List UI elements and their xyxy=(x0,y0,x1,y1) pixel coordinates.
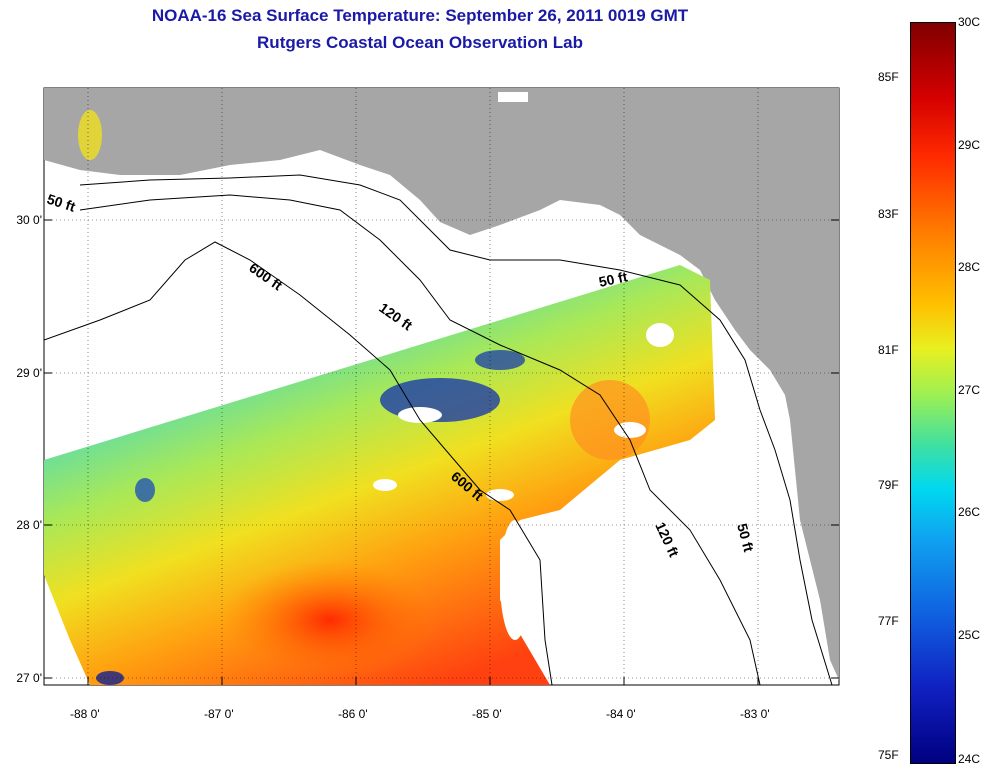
colorbar-c-label: 28C xyxy=(958,260,981,274)
cloud-mask xyxy=(373,479,397,491)
lon-label: -84 0' xyxy=(606,707,636,721)
lat-label: 30 0' xyxy=(16,213,42,227)
contour-50 xyxy=(79,174,833,685)
sst-swath xyxy=(44,265,715,685)
colorbar-c-label: 29C xyxy=(958,138,981,152)
lon-label: -86 0' xyxy=(338,707,368,721)
colorbar-f-label: 79F xyxy=(878,478,899,492)
lat-label: 27 0' xyxy=(16,671,42,685)
lat-label: 29 0' xyxy=(16,366,42,380)
colorbar-c-label: 24C xyxy=(958,752,981,766)
cloud-mask xyxy=(486,489,514,501)
colorbar-c-label: 26C xyxy=(958,505,981,519)
warm-nearshore xyxy=(570,380,650,460)
colorbar xyxy=(910,22,956,764)
tick-marks xyxy=(44,219,839,685)
cool-patch xyxy=(78,110,102,160)
lon-label: -85 0' xyxy=(472,707,502,721)
cool-patch xyxy=(135,478,155,502)
map-subtitle: Rutgers Coastal Ocean Observation Lab xyxy=(257,33,583,52)
colorbar-c-label: 25C xyxy=(958,628,981,642)
cloud-mask xyxy=(500,520,530,640)
contour-label: 50 ft xyxy=(597,268,629,290)
contour-label: 50 ft xyxy=(734,522,757,554)
contour-600 xyxy=(44,241,553,685)
lon-label: -88 0' xyxy=(70,707,100,721)
colorbar-f-label: 77F xyxy=(878,614,899,628)
cool-patch xyxy=(96,671,124,685)
white-patch xyxy=(498,92,528,102)
map-title: NOAA-16 Sea Surface Temperature: Septemb… xyxy=(151,6,689,25)
colorbar-f-label: 75F xyxy=(878,748,899,762)
lon-label: -83 0' xyxy=(740,707,770,721)
contour-120 xyxy=(79,194,761,685)
lon-label: -87 0' xyxy=(204,707,234,721)
cool-patch xyxy=(475,350,525,370)
cloud-mask xyxy=(646,323,674,347)
warm-region xyxy=(220,560,440,680)
land-area xyxy=(44,88,839,680)
cloud-mask xyxy=(614,422,646,438)
colorbar-c-label: 30C xyxy=(958,15,981,29)
lat-label: 28 0' xyxy=(16,518,42,532)
colorbar-f-label: 85F xyxy=(878,70,899,84)
colorbar-c-label: 27C xyxy=(958,383,981,397)
graticule xyxy=(44,88,839,685)
colorbar-f-label: 83F xyxy=(878,207,899,221)
cloud-mask xyxy=(398,407,442,423)
colorbar-f-label: 81F xyxy=(878,343,899,357)
